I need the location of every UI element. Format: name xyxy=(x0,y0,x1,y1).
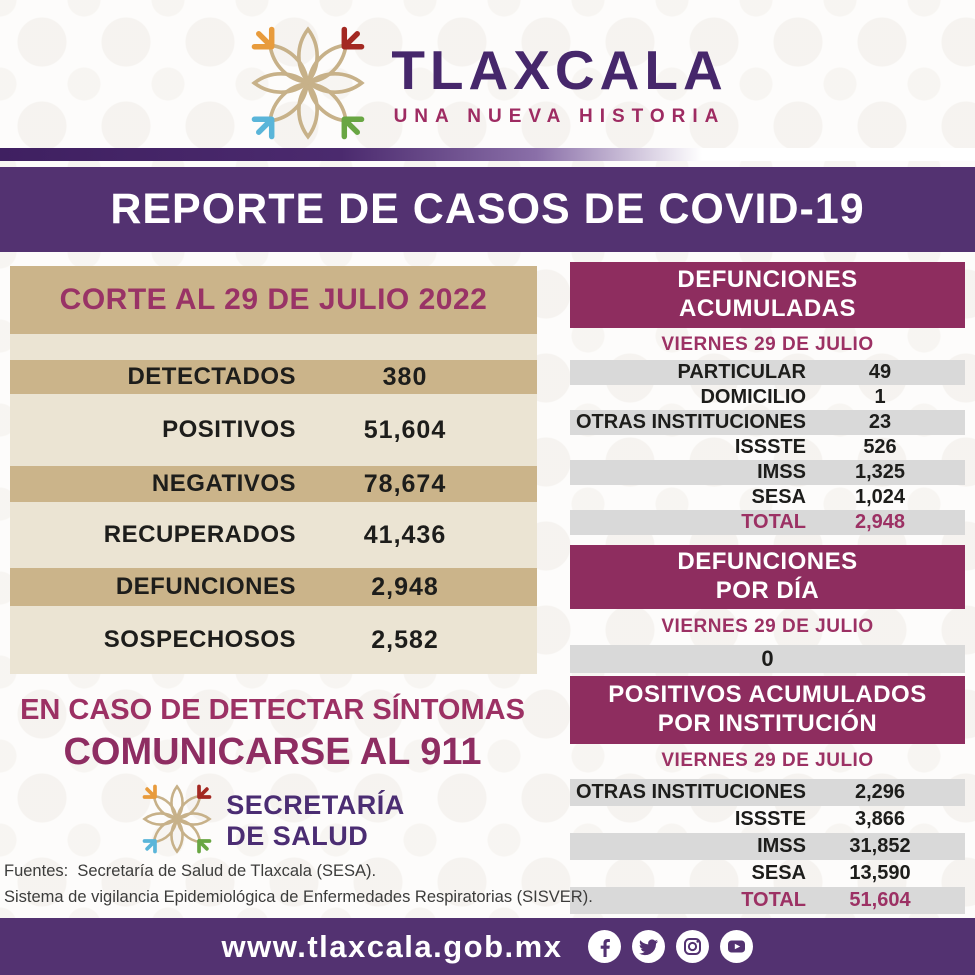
health-secretary-line1: SECRETARÍA xyxy=(226,789,405,820)
summary-row-label: RECUPERADOS xyxy=(103,521,296,548)
row-value: 31,852 xyxy=(849,835,911,857)
report-title: REPORTE DE CASOS DE COVID-19 xyxy=(110,185,865,233)
table-row: OTRAS INSTITUCIONES 23 xyxy=(570,410,965,435)
row-value: 3,866 xyxy=(854,808,906,830)
summary-panel: CORTE AL 29 DE JULIO 2022 DETECTADOS 380… xyxy=(10,266,537,674)
tlaxcala-flower-icon xyxy=(247,22,369,149)
gradient-divider xyxy=(0,148,975,161)
deaths-per-day-date: VIERNES 29 DE JULIO xyxy=(661,616,874,637)
advisory-line2: COMUNICARSE AL 911 xyxy=(63,731,482,773)
summary-row-detectados: DETECTADOS 380 xyxy=(10,360,537,394)
summary-panel-title: CORTE AL 29 DE JULIO 2022 xyxy=(59,283,488,316)
table-row: PARTICULAR 49 xyxy=(570,360,965,385)
row-label: IMSS xyxy=(757,461,806,483)
deaths-per-day-header: DEFUNCIONES POR DÍA xyxy=(570,545,965,609)
summary-row-value: 41,436 xyxy=(363,520,447,549)
salud-flower-icon xyxy=(140,782,214,861)
row-value: 1,325 xyxy=(854,461,906,483)
summary-row-label: SOSPECHOSOS xyxy=(103,626,296,653)
table-total-row: TOTAL 2,948 xyxy=(570,510,965,535)
summary-spacer xyxy=(10,334,537,360)
summary-row-value: 380 xyxy=(382,362,428,391)
deaths-per-day-value: 0 xyxy=(570,645,965,673)
row-label: OTRAS INSTITUCIONES xyxy=(575,781,806,803)
row-value: 49 xyxy=(868,361,892,383)
table-total-row: TOTAL 51,604 xyxy=(570,887,965,914)
panel-title-line: POR INSTITUCIÓN xyxy=(657,710,878,737)
summary-row-value: 78,674 xyxy=(363,469,447,498)
panel-title-line: ACUMULADAS xyxy=(679,295,856,322)
deaths-accumulated-header: DEFUNCIONES ACUMULADAS xyxy=(570,262,965,328)
table-row: ISSSTE 3,866 xyxy=(570,806,965,833)
summary-row-defunciones: DEFUNCIONES 2,948 xyxy=(10,568,537,606)
row-value: 2,296 xyxy=(854,781,906,803)
facebook-icon[interactable] xyxy=(588,930,622,963)
row-label: IMSS xyxy=(757,835,806,857)
table-row: SESA 13,590 xyxy=(570,860,965,887)
twitter-icon[interactable] xyxy=(632,930,666,963)
source-line2: Sistema de vigilancia Epidemiológica de … xyxy=(4,888,593,907)
advisory-line1: EN CASO DE DETECTAR SÍNTOMAS xyxy=(20,694,525,726)
table-row: IMSS 1,325 xyxy=(570,460,965,485)
total-label: TOTAL xyxy=(741,889,806,911)
table-row: IMSS 31,852 xyxy=(570,833,965,860)
deaths-accumulated-date: VIERNES 29 DE JULIO xyxy=(661,334,874,355)
total-value: 2,948 xyxy=(854,511,906,533)
table-row: OTRAS INSTITUCIONES 2,296 xyxy=(570,779,965,806)
summary-row-positivos: POSITIVOS 51,604 xyxy=(10,394,537,466)
summary-row-value: 2,948 xyxy=(371,572,439,601)
row-label: ISSSTE xyxy=(734,436,806,458)
row-label: SESA xyxy=(751,486,806,508)
row-label: ISSSTE xyxy=(734,808,806,830)
report-banner: REPORTE DE CASOS DE COVID-19 xyxy=(0,167,975,252)
summary-row-label: DEFUNCIONES xyxy=(115,573,296,600)
row-value: 13,590 xyxy=(849,862,911,884)
panel-title-line: DEFUNCIONES xyxy=(677,548,858,576)
panel-title-line: DEFUNCIONES xyxy=(677,266,858,294)
row-label: DOMICILIO xyxy=(700,386,806,408)
row-value: 23 xyxy=(868,411,892,433)
brand-tagline: UNA NUEVA HISTORIA xyxy=(393,105,726,127)
footer-bar: www.tlaxcala.gob.mx xyxy=(0,918,975,975)
health-secretary-line2: DE SALUD xyxy=(226,821,369,851)
positives-by-institution-date: VIERNES 29 DE JULIO xyxy=(661,750,874,771)
summary-panel-header: CORTE AL 29 DE JULIO 2022 xyxy=(10,266,537,334)
total-label: TOTAL xyxy=(741,511,806,533)
table-row: ISSSTE 526 xyxy=(570,435,965,460)
summary-row-negativos: NEGATIVOS 78,674 xyxy=(10,466,537,502)
total-value: 51,604 xyxy=(849,889,911,911)
social-icons xyxy=(588,930,754,963)
website-link[interactable]: www.tlaxcala.gob.mx xyxy=(221,928,563,964)
summary-row-label: NEGATIVOS xyxy=(151,470,296,497)
summary-row-recuperados: RECUPERADOS 41,436 xyxy=(10,502,537,568)
sources-block: Fuentes: Secretaría de Salud de Tlaxcala… xyxy=(4,858,624,911)
summary-row-value: 51,604 xyxy=(363,415,447,444)
source-line1: Fuentes: Secretaría de Salud de Tlaxcala… xyxy=(4,862,377,880)
brand-name: TLAXCALA xyxy=(391,38,728,101)
summary-row-value: 2,582 xyxy=(371,625,439,654)
health-secretary-logo: SECRETARÍA DE SALUD xyxy=(0,780,545,862)
summary-row-sospechosos: SOSPECHOSOS 2,582 xyxy=(10,606,537,674)
row-value: 1 xyxy=(874,386,886,408)
row-label: SESA xyxy=(751,862,806,884)
health-secretary-wordmark: SECRETARÍA DE SALUD xyxy=(226,790,405,852)
panel-title-line: POSITIVOS ACUMULADOS xyxy=(608,681,927,709)
table-row: SESA 1,024 xyxy=(570,485,965,510)
row-label: PARTICULAR xyxy=(677,361,806,383)
row-label: OTRAS INSTITUCIONES xyxy=(575,411,806,433)
row-value: 526 xyxy=(863,436,897,458)
youtube-icon[interactable] xyxy=(720,930,754,963)
summary-row-label: DETECTADOS xyxy=(127,363,296,390)
instagram-icon[interactable] xyxy=(676,930,710,963)
panel-title-line: POR DÍA xyxy=(715,577,820,604)
brand-header: TLAXCALA UNA NUEVA HISTORIA xyxy=(0,22,975,148)
positives-by-institution-header: POSITIVOS ACUMULADOS POR INSTITUCIÓN xyxy=(570,676,965,744)
summary-row-label: POSITIVOS xyxy=(162,416,296,443)
brand-wordmark: TLAXCALA UNA NUEVA HISTORIA xyxy=(391,38,728,128)
deaths-accumulated-table: PARTICULAR 49 DOMICILIO 1 OTRAS INSTITUC… xyxy=(570,360,965,535)
row-value: 1,024 xyxy=(854,486,906,508)
positives-by-institution-table: OTRAS INSTITUCIONES 2,296 ISSSTE 3,866 I… xyxy=(570,779,965,914)
table-row: DOMICILIO 1 xyxy=(570,385,965,410)
